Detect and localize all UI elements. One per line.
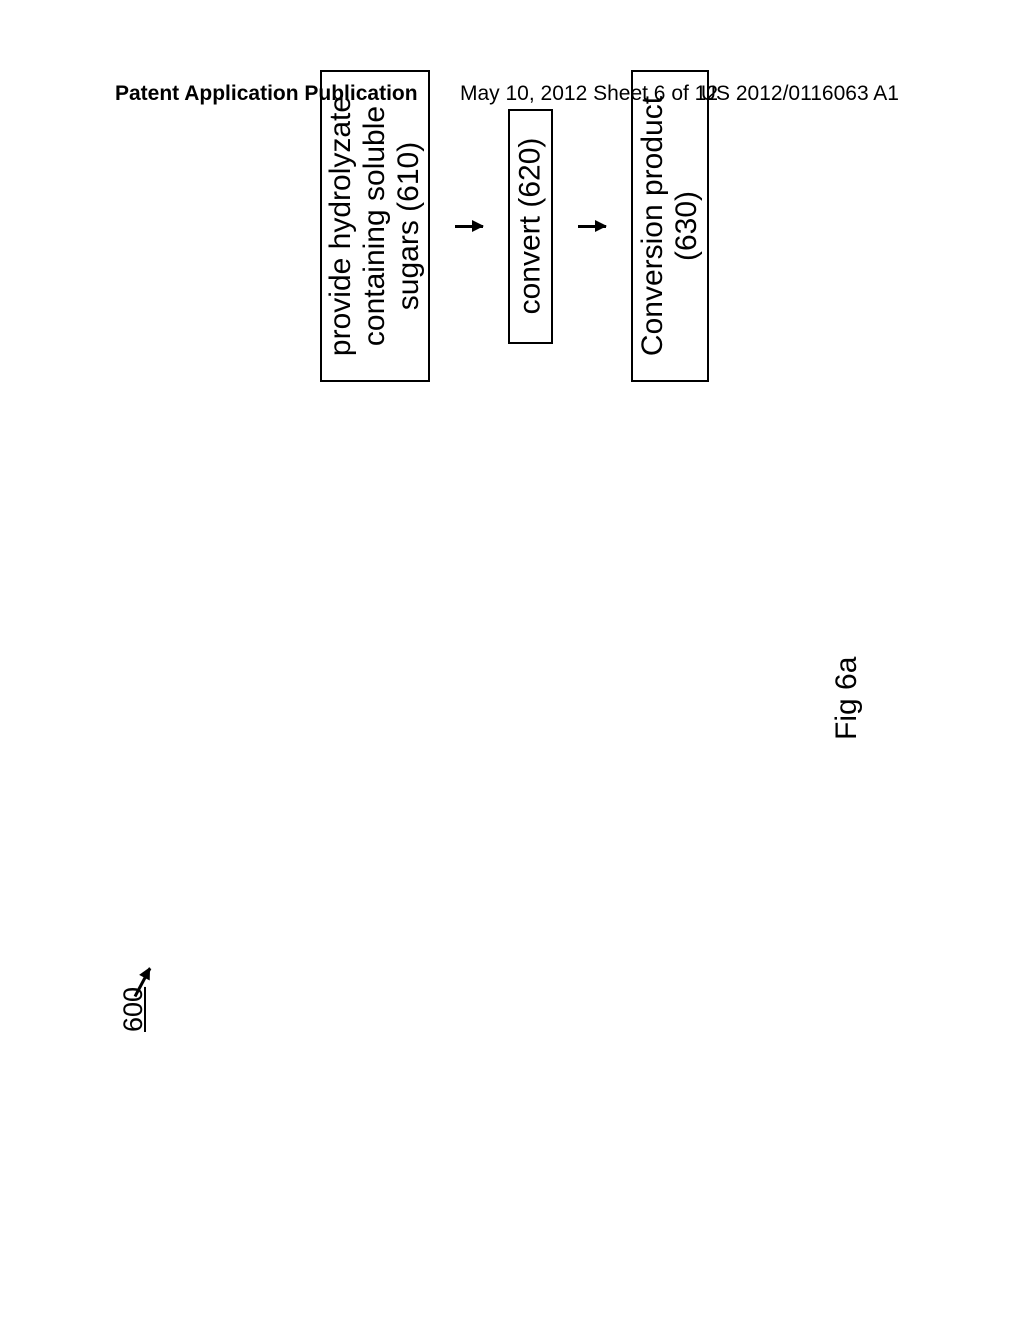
figure-label: Fig 6a [830, 657, 864, 740]
flowchart: provide hydrolyzate containing soluble s… [320, 70, 709, 382]
arrow-2 [578, 225, 606, 228]
box-provide-text: provide hydrolyzate containing soluble s… [324, 96, 426, 356]
box1-line1: provide hydrolyzate [324, 96, 357, 356]
box1-line3: sugars (610) [392, 142, 425, 310]
header-patent-number: US 2012/0116063 A1 [701, 82, 899, 106]
box-product-text: Conversion product (630) [636, 96, 704, 356]
flowchart-box-provide: provide hydrolyzate containing soluble s… [320, 70, 430, 382]
flowchart-box-product: Conversion product (630) [631, 70, 709, 382]
box1-line2: containing soluble [358, 106, 391, 346]
box3-line2: (630) [670, 191, 703, 261]
box-convert-text: convert (620) [514, 138, 548, 315]
flowchart-box-convert: convert (620) [508, 109, 553, 344]
arrow-1 [455, 225, 483, 228]
box3-line1: Conversion product [636, 96, 669, 356]
